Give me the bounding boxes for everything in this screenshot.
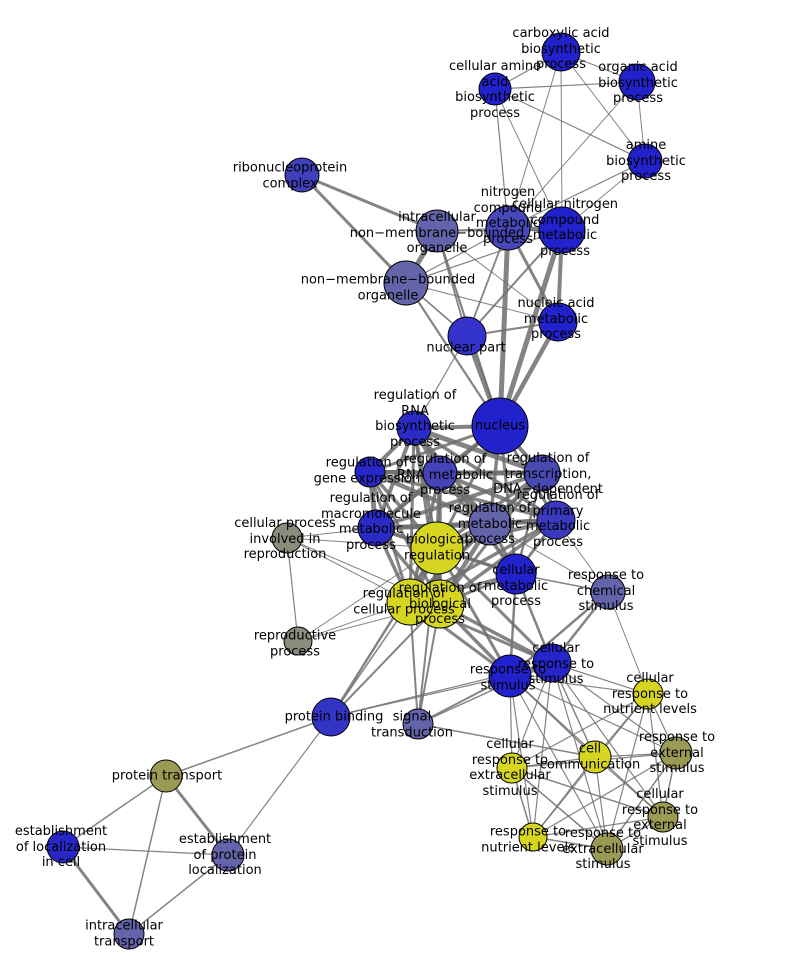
graph-node-reproductive-process[interactable]: [283, 626, 313, 656]
graph-edge: [551, 662, 664, 818]
graph-node-protein-transport[interactable]: [149, 759, 183, 793]
graph-node-regulation-of-transcription-dna-dependent[interactable]: [523, 454, 561, 492]
graph-edge: [647, 693, 664, 818]
graph-edge: [404, 281, 502, 428]
graph-node-ribonucleoprotein-complex[interactable]: [284, 157, 320, 193]
graph-node-response-to-chemical-stimulus[interactable]: [590, 574, 626, 610]
graph-node-establishment-of-localization-in-cell[interactable]: [46, 830, 80, 864]
graph-edge: [497, 227, 565, 429]
node-layer: [46, 32, 693, 950]
graph-node-non-membrane-bounded-organelle[interactable]: [383, 260, 429, 306]
graph-edge: [494, 88, 646, 162]
graph-edge: [435, 546, 554, 665]
graph-edge: [509, 675, 677, 754]
graph-node-amine-biosynthetic-process[interactable]: [627, 143, 663, 179]
graph-node-cellular-response-to-external-stimulus[interactable]: [647, 801, 679, 833]
graph-edge: [494, 88, 509, 229]
graph-edge: [61, 845, 131, 936]
graph-node-cellular-response-to-stimulus[interactable]: [532, 643, 572, 683]
graph-node-nitrogen-compound-metabolic-process[interactable]: [485, 205, 531, 251]
graph-node-regulation-of-rna-metabolic-process[interactable]: [422, 455, 458, 491]
graph-node-regulation-of-metabolic-process[interactable]: [468, 502, 512, 546]
graph-node-regulation-of-gene-expression[interactable]: [354, 456, 386, 488]
graph-edge: [508, 590, 610, 678]
graph-edge: [227, 716, 332, 856]
graph-edge: [368, 470, 558, 522]
graph-edge: [374, 471, 544, 530]
graph-edge: [128, 775, 167, 935]
graph-edge: [532, 816, 664, 838]
graph-edge: [509, 675, 608, 850]
graph-node-response-to-extracellular-stimulus[interactable]: [590, 832, 624, 866]
graph-edge: [606, 752, 677, 850]
graph-node-regulation-of-rna-biosynthetic-process[interactable]: [396, 410, 432, 446]
graph-node-cellular-response-to-nutrient-levels[interactable]: [632, 678, 664, 710]
graph-edge: [507, 81, 638, 229]
graph-edge: [607, 591, 649, 695]
graph-edge: [511, 767, 608, 850]
graph-node-cellular-response-to-extracellular-stimulus[interactable]: [496, 752, 528, 784]
graph-edge: [405, 229, 563, 284]
graph-edge: [511, 693, 649, 769]
graph-node-cellular-metabolic-process[interactable]: [495, 553, 537, 595]
graph-edge: [405, 282, 559, 323]
graph-edge: [329, 546, 439, 719]
graph-edge: [164, 774, 230, 857]
graph-node-intracellular-transport[interactable]: [113, 918, 145, 950]
graph-edge: [62, 775, 167, 848]
graph-edge: [367, 469, 493, 527]
graph-edge: [606, 693, 649, 850]
graph-edge: [494, 81, 638, 90]
graph-edge: [417, 547, 438, 725]
graph-edge: [411, 425, 545, 476]
graph-edge: [436, 230, 559, 323]
graph-node-biological-regulation[interactable]: [410, 521, 464, 575]
graph-edge: [286, 537, 299, 642]
graph-node-regulation-of-cellular-process[interactable]: [386, 578, 434, 626]
graph-node-response-to-stimulus[interactable]: [488, 654, 532, 698]
graph-edge: [417, 723, 596, 758]
graph-edge: [466, 229, 563, 337]
graph-edge: [560, 51, 646, 162]
graph-node-organic-acid-biosynthetic-process[interactable]: [618, 63, 656, 101]
graph-edge: [551, 662, 677, 754]
graph-edge: [300, 173, 408, 285]
graph-node-regulation-of-primary-metabolic-process[interactable]: [536, 500, 576, 540]
graph-edge: [128, 854, 229, 935]
graph-node-intracellular-non-membrane-bounded-organelle[interactable]: [415, 209, 459, 253]
graph-edge: [438, 471, 558, 522]
graph-edge: [330, 603, 441, 718]
graph-edge: [497, 225, 511, 429]
graph-edge: [532, 752, 677, 838]
graph-edge: [511, 767, 664, 818]
graph-node-cellular-amino-acid-biosynthetic-process[interactable]: [478, 72, 512, 106]
graph-edge: [532, 662, 553, 838]
edge-layer: [61, 51, 677, 936]
graph-edge: [507, 160, 646, 229]
graph-node-regulation-of-macromolecule-metabolic-process[interactable]: [357, 509, 395, 547]
graph-node-signal-transduction[interactable]: [402, 708, 434, 740]
graph-edge: [560, 51, 563, 231]
graph-node-establishment-of-protein-localization[interactable]: [211, 838, 245, 872]
graph-edge: [532, 756, 596, 838]
graph-edge: [489, 523, 609, 593]
graph-edge: [509, 675, 649, 695]
graph-node-carboxylic-acid-biosynthetic-process[interactable]: [541, 32, 581, 72]
graph-node-protein-binding[interactable]: [311, 697, 351, 737]
graph-edge: [507, 51, 562, 229]
graph-node-cellular-nitrogen-compound-metabolic-process[interactable]: [538, 206, 586, 254]
graph-edge: [300, 173, 439, 233]
graph-node-nuclear-part[interactable]: [447, 316, 487, 356]
graph-node-cellular-process-involved-in-reproduction[interactable]: [271, 522, 303, 554]
graph-node-response-to-nutrient-levels[interactable]: [518, 822, 548, 852]
graph-node-nucleic-acid-metabolic-process[interactable]: [538, 302, 578, 342]
graph-node-response-to-external-stimulus[interactable]: [659, 736, 693, 770]
graph-node-cell-communication[interactable]: [578, 740, 612, 774]
graph-edge: [297, 547, 438, 642]
graph-edge: [165, 716, 332, 777]
graph-node-nucleus[interactable]: [471, 397, 529, 455]
graph-edge: [62, 846, 229, 856]
